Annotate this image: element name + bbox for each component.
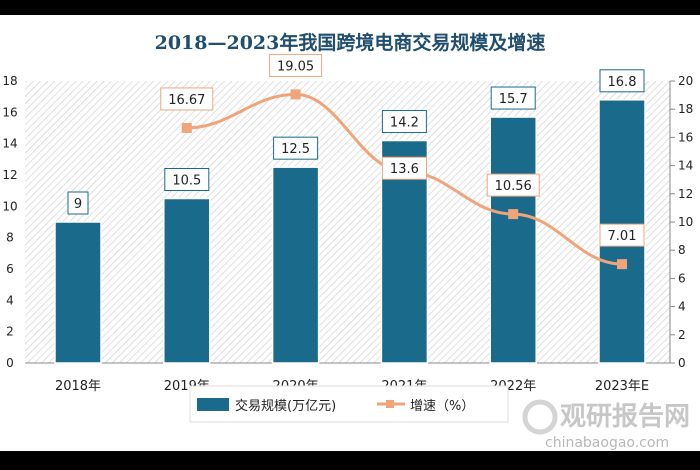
bar-data-label: 14.2 [390,116,419,131]
line-label-box [160,87,214,111]
bar [489,116,537,364]
line-marker [290,89,301,100]
line-data-label: 7.01 [608,229,637,244]
y-right-tick-label: 14 [678,159,693,173]
line-data-label: 13.6 [390,162,419,177]
bar [271,166,320,364]
y-left-tick-label: 2 [6,325,14,339]
chart-title: 2018—2023年我国跨境电商交易规模及增速 [155,31,546,54]
y-left-tick-label: 14 [2,137,17,151]
legend-swatch-marker [386,400,394,408]
bar-label-box [599,69,645,93]
bar-data-label: 10.5 [172,174,201,189]
y-right-tick-label: 0 [678,356,686,370]
bar [54,221,102,364]
combo-chart: 2018—2023年我国跨境电商交易规模及增速 0 2 4 6 8 10 12 14 16 18 0… [2,31,693,451]
watermark: 观研报告网 chinabaogao.com [522,399,690,451]
line-marker [181,122,192,133]
line-data-label: 16.67 [168,93,205,108]
y-right-tick-label: 12 [678,187,693,201]
legend-label-line: 增速（%） [410,399,474,414]
chart-card: 2018—2023年我国跨境电商交易规模及增速 0 2 4 6 8 10 12 14 16 18 0… [0,15,700,451]
y-right-tick-label: 18 [678,102,693,116]
bar-label-box [381,110,427,134]
bar-label-box [164,168,210,191]
y-left-tick-label: 18 [2,74,17,88]
plot-background [25,81,670,363]
y-right-tick-label: 8 [678,243,686,257]
y-left-tick-label: 12 [2,168,17,182]
y-right-tick-label: 16 [678,130,693,144]
y-left-tick-label: 4 [6,293,14,307]
y-right-tick-label: 2 [678,328,686,342]
line-label-box [381,156,427,180]
legend-label-bar: 交易规模(万亿元) [235,398,336,414]
y-left-tick-label: 8 [6,231,14,245]
y-right-tick-label: 6 [678,271,686,285]
y-left-tick-label: 0 [6,356,14,370]
y-right-tick-label: 4 [678,300,686,314]
bar-data-label: 9 [74,197,82,212]
bar [163,197,211,364]
y-right-tick-label: 10 [678,215,693,229]
line-data-label: 10.56 [495,179,532,194]
line-label-box [599,223,645,247]
line-label-box [269,53,323,77]
line-marker [617,259,627,270]
legend-swatch-bar [197,398,229,411]
y-left-tick-label: 10 [2,199,17,213]
bar-data-label: 16.8 [608,75,637,90]
bar-label-box [273,136,319,160]
line-marker [508,209,519,220]
watermark-cn: 观研报告网 [560,401,690,432]
y-left-tick-label: 16 [2,105,17,119]
line-label-box [486,173,540,197]
watermark-en: chinabaogao.com [545,435,669,451]
bar-label-box [490,86,536,110]
legend-box [189,385,509,423]
x-tick-label: 2023年E [595,379,649,394]
x-tick-label: 2018年 [55,379,101,394]
bar-data-label: 12.5 [281,142,310,157]
bar-label-box [67,191,89,215]
line-data-label: 19.05 [277,59,314,74]
y-left-tick-label: 6 [6,262,14,276]
y-right-tick-label: 20 [678,74,693,88]
bar-data-label: 15.7 [499,92,528,107]
